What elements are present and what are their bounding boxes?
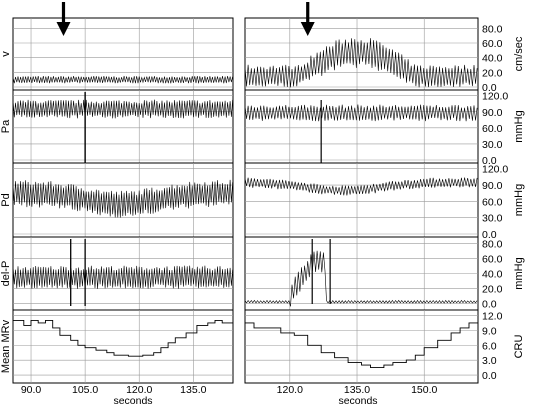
x-tick-label-left-2: 120.0: [126, 384, 152, 396]
x-axis-label-right: seconds: [338, 395, 377, 407]
x-tick-label-right-2: 150.0: [411, 384, 437, 396]
x-tick-label-left-1: 105.0: [72, 384, 98, 396]
panel-frame-pd-R: [244, 162, 479, 238]
y-tick-label-pa-0: 120.0: [482, 91, 508, 103]
unit-label-pa: mmHg: [513, 110, 525, 142]
y-tick-label-delp-3: 20.0: [482, 283, 503, 295]
wave-trace-pa-L: [12, 99, 233, 119]
wave-trace-pa-R: [244, 104, 478, 122]
y-tick-label-v-1: 60.0: [482, 38, 503, 50]
x-tick-label-left-3: 135.0: [180, 384, 206, 396]
y-tick-label-pa-4: 0.0: [482, 155, 497, 167]
wave-trace-pd-R: [244, 177, 478, 196]
signal-traces: [12, 38, 478, 369]
y-tick-label-v-0: 80.0: [482, 23, 503, 35]
event-arrow-right-head: [300, 22, 315, 36]
x-tick-label-right-0: 120.0: [277, 384, 303, 396]
wave-trace-pd-L: [12, 179, 233, 218]
panel-frame-v-L: [12, 17, 234, 91]
y-tick-label-pa-3: 30.0: [482, 139, 503, 151]
y-tick-label-v-4: 0.0: [482, 82, 497, 94]
unit-label-delp: mmHg: [513, 257, 525, 289]
y-tick-label-mmrv-0: 12.0: [482, 310, 503, 322]
y-tick-label-delp-1: 60.0: [482, 254, 503, 266]
panel-frame-v-R: [244, 17, 479, 91]
step-trace-mmrv-R: [245, 322, 478, 369]
y-tick-label-pa-2: 60.0: [482, 123, 503, 135]
y-tick-label-pd-1: 90.0: [482, 180, 503, 192]
event-arrow-left-head: [56, 22, 71, 36]
y-tick-label-mmrv-1: 9.0: [482, 325, 497, 337]
y-tick-label-delp-2: 40.0: [482, 269, 503, 281]
panel-frame-pa-R: [244, 89, 479, 164]
y-tick-label-pd-2: 60.0: [482, 196, 503, 208]
y-tick-label-pd-3: 30.0: [482, 213, 503, 225]
y-tick-label-delp-0: 80.0: [482, 239, 503, 251]
y-tick-label-mmrv-4: 0.0: [482, 370, 497, 382]
y-tick-label-pa-1: 90.0: [482, 107, 503, 119]
wave-trace-delp-L: [12, 265, 233, 289]
channel-label-pa: Pa: [0, 119, 12, 133]
panel-frame-pd-L: [12, 162, 234, 238]
wave-trace-v-R: [244, 38, 478, 88]
y-tick-label-mmrv-2: 6.0: [482, 340, 497, 352]
x-axis-label-left: seconds: [113, 395, 152, 407]
unit-label-pd: mmHg: [513, 184, 525, 216]
channel-label-mmrv: Mean MRv: [0, 319, 12, 373]
panel-frame-mmrv-L: [12, 309, 234, 384]
y-tick-label-delp-4: 0.0: [482, 298, 497, 310]
step-trace-mmrv-L: [13, 319, 233, 357]
x-tick-label-right-1: 135.0: [344, 384, 370, 396]
x-tick-label-left-0: 90.0: [21, 384, 42, 396]
y-tick-label-mmrv-3: 3.0: [482, 355, 497, 367]
panel-frame-pa-L: [12, 89, 234, 164]
channel-label-delp: del-P: [0, 261, 12, 287]
unit-label-mmrv: CRU: [513, 335, 525, 359]
y-tick-label-pd-4: 0.0: [482, 229, 497, 241]
y-tick-label-v-3: 20.0: [482, 67, 503, 79]
wave-trace-delp-R: [244, 250, 478, 307]
unit-label-v: cm/sec: [513, 36, 525, 71]
channel-label-v: v: [0, 51, 12, 57]
y-tick-label-pd-0: 120.0: [482, 164, 508, 176]
channel-label-pd: Pd: [0, 193, 12, 206]
wave-trace-v-L: [12, 75, 233, 84]
axis-labels: 80.0 60.0 40.0 20.0 0.0 cm/sec v 120.0 90.0 60.0 3…: [0, 2, 525, 396]
panel-frame-mmrv-R: [244, 309, 479, 384]
y-tick-label-v-2: 40.0: [482, 53, 503, 65]
